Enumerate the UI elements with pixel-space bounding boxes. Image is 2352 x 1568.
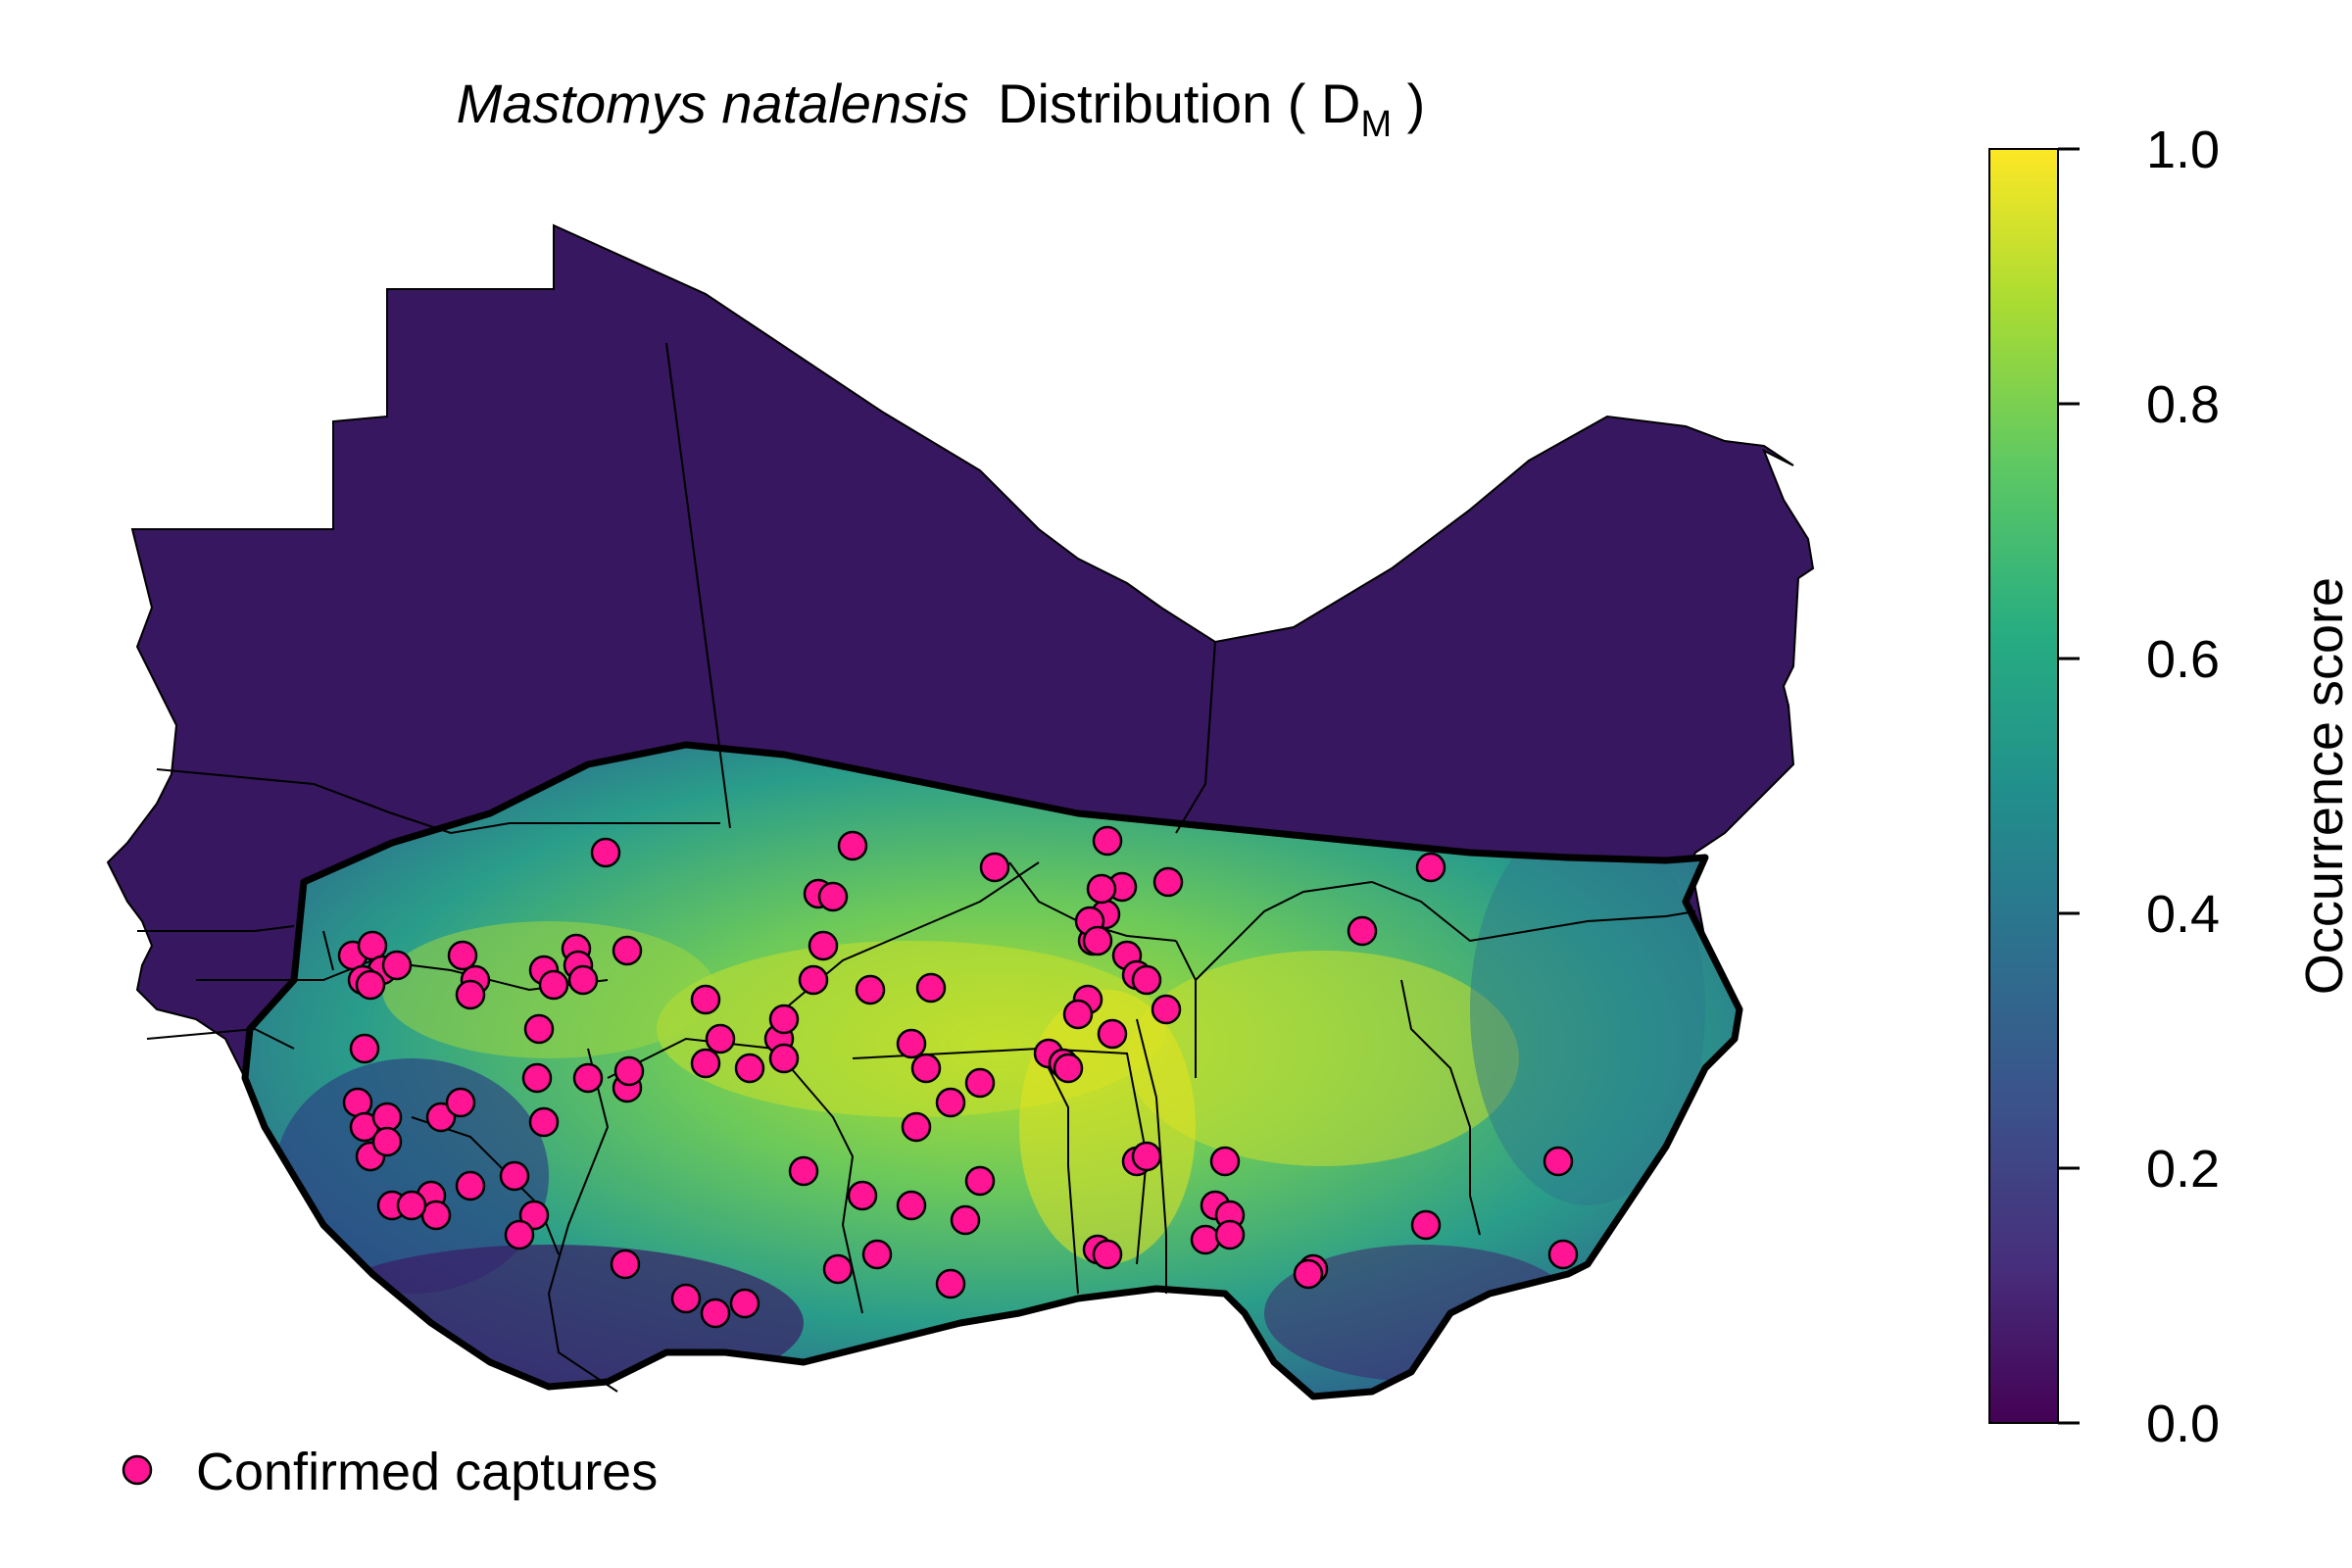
colorbar-tick-label: 0.8 bbox=[2146, 375, 2220, 434]
capture-point bbox=[521, 1062, 553, 1094]
title-close: ) bbox=[1392, 73, 1425, 134]
capture-point bbox=[342, 1087, 373, 1118]
capture-point bbox=[1543, 1146, 1574, 1177]
capture-point bbox=[381, 950, 413, 981]
title-subscript: M bbox=[1360, 104, 1392, 145]
capture-point bbox=[590, 837, 621, 868]
capture-point bbox=[371, 1126, 403, 1157]
capture-point bbox=[396, 1190, 427, 1221]
capture-point bbox=[950, 1204, 981, 1236]
capture-point bbox=[447, 940, 478, 971]
capture-point bbox=[896, 1190, 927, 1221]
legend-label: Confirmed captures bbox=[196, 1443, 658, 1501]
capture-point bbox=[847, 1180, 878, 1211]
colorbar-ticks: 0.0 0.2 0.4 0.6 0.8 1.0 bbox=[2058, 121, 2220, 1453]
capture-point bbox=[808, 930, 839, 961]
capture-point bbox=[837, 830, 868, 861]
capture-point bbox=[1092, 825, 1123, 857]
capture-point bbox=[1347, 915, 1378, 947]
title-distribution: Distribution ( D bbox=[998, 73, 1360, 134]
capture-point bbox=[1092, 1239, 1123, 1270]
capture-point bbox=[1547, 1239, 1579, 1270]
capture-point bbox=[729, 1288, 760, 1319]
capture-point bbox=[798, 964, 829, 996]
colorbar-label: Occurrence score bbox=[2295, 577, 2352, 995]
capture-point bbox=[855, 974, 886, 1005]
capture-points bbox=[337, 825, 1579, 1329]
capture-point bbox=[1082, 925, 1113, 956]
capture-point bbox=[768, 1043, 800, 1074]
map-title: Mastomys natalensis Distribution ( DM ) bbox=[457, 73, 1426, 145]
capture-point bbox=[613, 1055, 645, 1087]
title-species: Mastomys natalensis bbox=[457, 73, 969, 134]
capture-point bbox=[901, 1111, 932, 1143]
capture-point bbox=[910, 1053, 942, 1084]
capture-point bbox=[817, 881, 849, 912]
capture-point bbox=[455, 1170, 486, 1201]
capture-point bbox=[610, 1249, 641, 1280]
capture-point bbox=[1190, 1224, 1221, 1255]
capture-point bbox=[768, 1004, 800, 1035]
capture-point bbox=[1053, 1053, 1084, 1084]
capture-point bbox=[528, 1106, 560, 1138]
capture-point bbox=[670, 1283, 702, 1314]
capture-point bbox=[499, 1160, 530, 1192]
capture-point bbox=[1209, 1146, 1241, 1177]
capture-point bbox=[705, 1023, 736, 1054]
colorbar-gradient bbox=[1988, 148, 2059, 1424]
capture-point bbox=[1131, 964, 1162, 996]
colorbar-tick-label: 0.4 bbox=[2146, 885, 2220, 944]
capture-point bbox=[1062, 999, 1094, 1030]
capture-point bbox=[523, 1013, 555, 1045]
capture-point bbox=[915, 972, 947, 1004]
capture-point bbox=[1151, 994, 1182, 1025]
capture-point bbox=[1415, 852, 1446, 883]
capture-point bbox=[349, 1033, 380, 1064]
capture-point bbox=[455, 979, 486, 1010]
capture-point bbox=[612, 935, 643, 966]
capture-point bbox=[1097, 1018, 1128, 1050]
capture-point bbox=[355, 969, 386, 1001]
capture-point bbox=[572, 1062, 604, 1094]
study-area-boundary bbox=[241, 741, 1743, 1400]
capture-point bbox=[690, 984, 721, 1015]
capture-point bbox=[822, 1253, 854, 1285]
capture-point bbox=[861, 1239, 893, 1270]
capture-point bbox=[1152, 866, 1184, 898]
capture-point bbox=[425, 1102, 457, 1133]
colorbar-tick-label: 0.2 bbox=[2146, 1140, 2220, 1199]
capture-point bbox=[734, 1053, 765, 1084]
capture-point bbox=[896, 1028, 927, 1059]
capture-point bbox=[538, 969, 569, 1001]
capture-point bbox=[788, 1155, 819, 1187]
capture-point bbox=[1293, 1258, 1324, 1290]
capture-point bbox=[1214, 1219, 1246, 1250]
capture-point bbox=[964, 1165, 996, 1197]
capture-point bbox=[700, 1298, 731, 1329]
colorbar-tick-label: 0.0 bbox=[2146, 1395, 2220, 1453]
legend: Confirmed captures bbox=[122, 1443, 658, 1501]
legend-marker bbox=[122, 1454, 153, 1486]
colorbar-tick-label: 0.6 bbox=[2146, 630, 2220, 689]
capture-point bbox=[1086, 873, 1117, 905]
capture-point bbox=[567, 964, 599, 996]
capture-point bbox=[504, 1219, 535, 1250]
capture-point bbox=[690, 1048, 721, 1079]
colorbar-tick-label: 1.0 bbox=[2146, 121, 2220, 179]
capture-point bbox=[1410, 1209, 1442, 1241]
capture-point bbox=[935, 1087, 966, 1118]
capture-point bbox=[445, 1087, 476, 1118]
capture-point bbox=[979, 852, 1010, 883]
capture-point bbox=[964, 1067, 996, 1099]
capture-point bbox=[518, 1200, 550, 1231]
capture-point bbox=[1131, 1141, 1162, 1172]
colorbar: 0.0 0.2 0.4 0.6 0.8 1.0 Occurrence score bbox=[1988, 121, 2352, 1453]
capture-point bbox=[935, 1268, 966, 1299]
